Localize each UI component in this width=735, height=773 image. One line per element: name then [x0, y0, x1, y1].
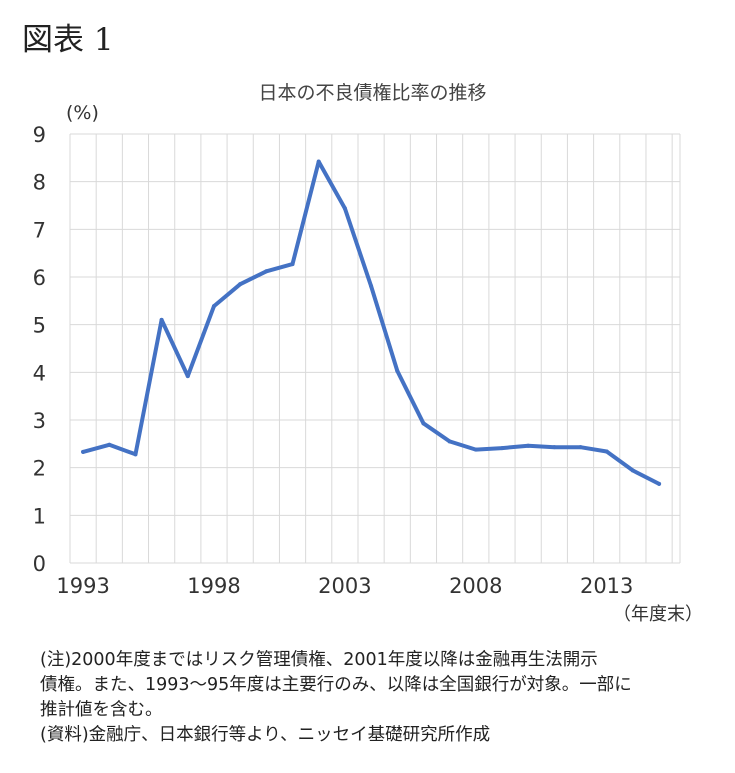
data-point — [369, 284, 374, 289]
y-tick-label: 1 — [33, 504, 46, 528]
vertical-gridlines — [69, 134, 681, 563]
data-point — [290, 262, 295, 267]
data-point — [526, 443, 531, 448]
y-tick-label: 6 — [33, 266, 46, 290]
series-line — [81, 159, 662, 486]
note-line-3: 推計値を含む。 — [40, 700, 163, 720]
y-tick-label: 8 — [33, 171, 46, 195]
data-point — [133, 452, 138, 457]
x-tick-label: 1993 — [56, 574, 109, 598]
x-tick-label: 2003 — [318, 574, 371, 598]
data-point — [473, 447, 478, 452]
data-point — [264, 269, 269, 274]
data-point — [499, 446, 504, 451]
x-axis-unit-label: （年度末） — [613, 604, 703, 625]
data-point — [552, 445, 557, 450]
y-tick-label: 5 — [33, 314, 46, 338]
data-point — [107, 442, 112, 447]
y-tick-label: 7 — [33, 218, 46, 242]
series-group — [81, 159, 662, 486]
y-tick-label: 4 — [33, 361, 46, 385]
data-point — [447, 439, 452, 444]
data-point — [159, 317, 164, 322]
data-point — [657, 481, 662, 486]
figure-label: 図表 1 — [22, 22, 114, 58]
x-tick-label: 1998 — [187, 574, 240, 598]
y-tick-label: 2 — [33, 457, 46, 481]
x-axis-tick-labels: 1993 1998 2003 2008 2013 — [56, 574, 633, 598]
footnotes: (注)2000年度まではリスク管理債権、2001年度以降は金融再生法開示 債権。… — [40, 648, 720, 748]
x-tick-label: 2013 — [580, 574, 633, 598]
data-point — [578, 445, 583, 450]
data-point — [421, 421, 426, 426]
y-tick-label: 9 — [33, 123, 46, 147]
x-tick-label: 2008 — [449, 574, 502, 598]
note-line-2: 債権。また、1993～95年度は主要行のみ、以降は全国銀行が対象。一部に — [40, 675, 632, 695]
horizontal-gridlines — [70, 133, 680, 564]
data-point — [604, 449, 609, 454]
data-point — [81, 449, 86, 454]
data-point — [630, 468, 635, 473]
data-point — [342, 206, 347, 211]
data-point — [238, 282, 243, 287]
note-line-1: (注)2000年度まではリスク管理債権、2001年度以降は金融再生法開示 — [40, 650, 598, 670]
data-point — [395, 368, 400, 373]
data-point — [316, 159, 321, 164]
data-point — [211, 304, 216, 309]
chart-title: 日本の不良債権比率の推移 — [258, 82, 487, 104]
y-axis-tick-labels: 0 1 2 3 4 5 6 7 8 9 — [33, 123, 46, 576]
y-tick-label: 3 — [33, 409, 46, 433]
data-point — [185, 374, 190, 379]
note-source: (資料)金融庁、日本銀行等より、ニッセイ基礎研究所作成 — [40, 725, 491, 745]
line-chart: 0 1 2 3 4 5 6 7 8 9 1993 1998 2003 2008 2013 — [33, 123, 681, 598]
y-tick-label: 0 — [33, 552, 46, 576]
y-axis-unit-label: (%) — [66, 102, 99, 124]
